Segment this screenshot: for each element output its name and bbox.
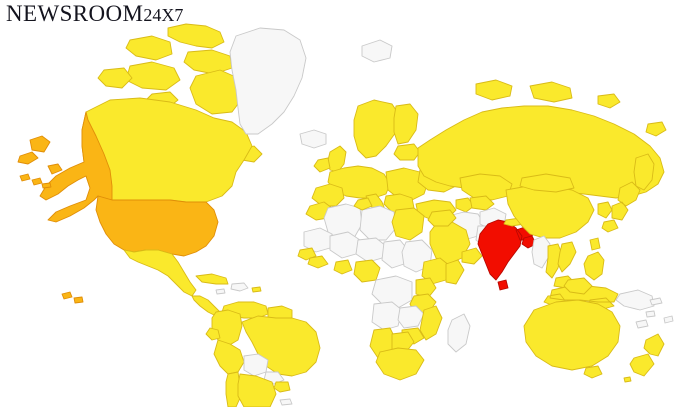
country-ellesmere[interactable] [167, 23, 225, 49]
country-finland[interactable] [393, 103, 419, 145]
country-pacific-isl-small[interactable] [623, 376, 632, 383]
country-papua-new-guinea[interactable] [615, 289, 655, 311]
country-argentina[interactable] [237, 373, 277, 407]
country-hawaii-1[interactable] [61, 291, 73, 300]
country-alaska[interactable] [17, 111, 113, 223]
country-ecuador[interactable] [205, 327, 221, 341]
country-thailand[interactable] [545, 243, 563, 279]
country-sri-lanka[interactable] [497, 279, 509, 291]
region-hawaii[interactable] [61, 291, 84, 304]
country-new-zealand[interactable] [629, 333, 665, 377]
country-vietnam[interactable] [557, 241, 577, 273]
country-svalbard[interactable] [361, 39, 393, 63]
page-title-main: NEWSROOM [6, 1, 144, 26]
country-jamaica[interactable] [215, 288, 226, 295]
country-angola[interactable] [371, 301, 403, 331]
country-united-states[interactable] [95, 195, 219, 257]
country-iceland[interactable] [299, 129, 327, 149]
country-central-europe[interactable] [385, 167, 429, 201]
country-tasmania[interactable] [583, 365, 603, 379]
country-iberia[interactable] [311, 183, 345, 207]
country-kenya[interactable] [415, 277, 437, 299]
region-caribbean[interactable] [195, 273, 262, 295]
country-vanuatu[interactable] [645, 310, 656, 318]
country-south-africa[interactable] [375, 347, 425, 381]
country-tunisia[interactable] [353, 197, 373, 211]
country-aleutian-1[interactable] [19, 173, 31, 182]
country-australia[interactable] [523, 299, 621, 371]
country-chile[interactable] [225, 371, 241, 407]
country-uzbekistan[interactable] [469, 195, 495, 211]
country-new-caledonia[interactable] [635, 319, 649, 329]
country-caucasus[interactable] [455, 197, 475, 213]
country-aleutian-2[interactable] [31, 177, 43, 186]
country-borneo[interactable] [563, 277, 593, 295]
country-solomon-islands[interactable] [649, 297, 663, 306]
country-puerto-rico[interactable] [251, 286, 262, 293]
country-hawaii-2[interactable] [73, 296, 84, 304]
country-ireland[interactable] [313, 157, 331, 173]
country-baffin-island[interactable] [189, 69, 245, 115]
country-fiji[interactable] [663, 315, 674, 324]
country-mexico[interactable] [123, 249, 197, 297]
region-aleutian-islands[interactable] [19, 173, 52, 189]
country-korea[interactable] [597, 201, 613, 219]
country-aleutian-3[interactable] [41, 182, 52, 189]
country-botswana[interactable] [391, 331, 415, 353]
page-title: NEWSROOM24X7 [6, 2, 183, 25]
country-falklands[interactable] [279, 398, 293, 406]
country-myanmar[interactable] [531, 235, 551, 269]
country-bangladesh[interactable] [521, 235, 537, 249]
country-somalia[interactable] [445, 259, 465, 285]
country-kamchatka[interactable] [633, 153, 655, 191]
country-mongolia[interactable] [519, 173, 575, 193]
country-norway-sweden[interactable] [353, 99, 401, 159]
country-zambia[interactable] [397, 305, 425, 329]
country-libya[interactable] [359, 205, 397, 241]
country-dr-congo[interactable] [371, 275, 413, 309]
country-hispaniola[interactable] [230, 282, 249, 292]
country-banks-island[interactable] [97, 67, 133, 89]
country-iraq-syria[interactable] [427, 209, 457, 227]
country-cuba[interactable] [195, 273, 229, 285]
country-uruguay[interactable] [273, 381, 291, 393]
country-taiwan[interactable] [589, 237, 601, 251]
country-madagascar[interactable] [447, 313, 471, 353]
country-baltics[interactable] [393, 143, 421, 161]
country-ghana[interactable] [333, 259, 353, 275]
country-guinea[interactable] [307, 255, 329, 269]
page-title-suffix: 24X7 [143, 5, 184, 25]
country-greenland[interactable] [229, 27, 307, 135]
country-mozambique[interactable] [419, 305, 443, 341]
country-arctic-isl-1[interactable] [125, 35, 173, 61]
region-pacific-islands[interactable] [623, 297, 674, 383]
country-brazil[interactable] [241, 315, 321, 377]
country-japan[interactable] [601, 181, 641, 233]
country-yemen-oman[interactable] [461, 247, 483, 265]
country-russia[interactable] [417, 79, 667, 199]
country-egypt[interactable] [391, 207, 425, 241]
country-philippines[interactable] [583, 251, 605, 281]
